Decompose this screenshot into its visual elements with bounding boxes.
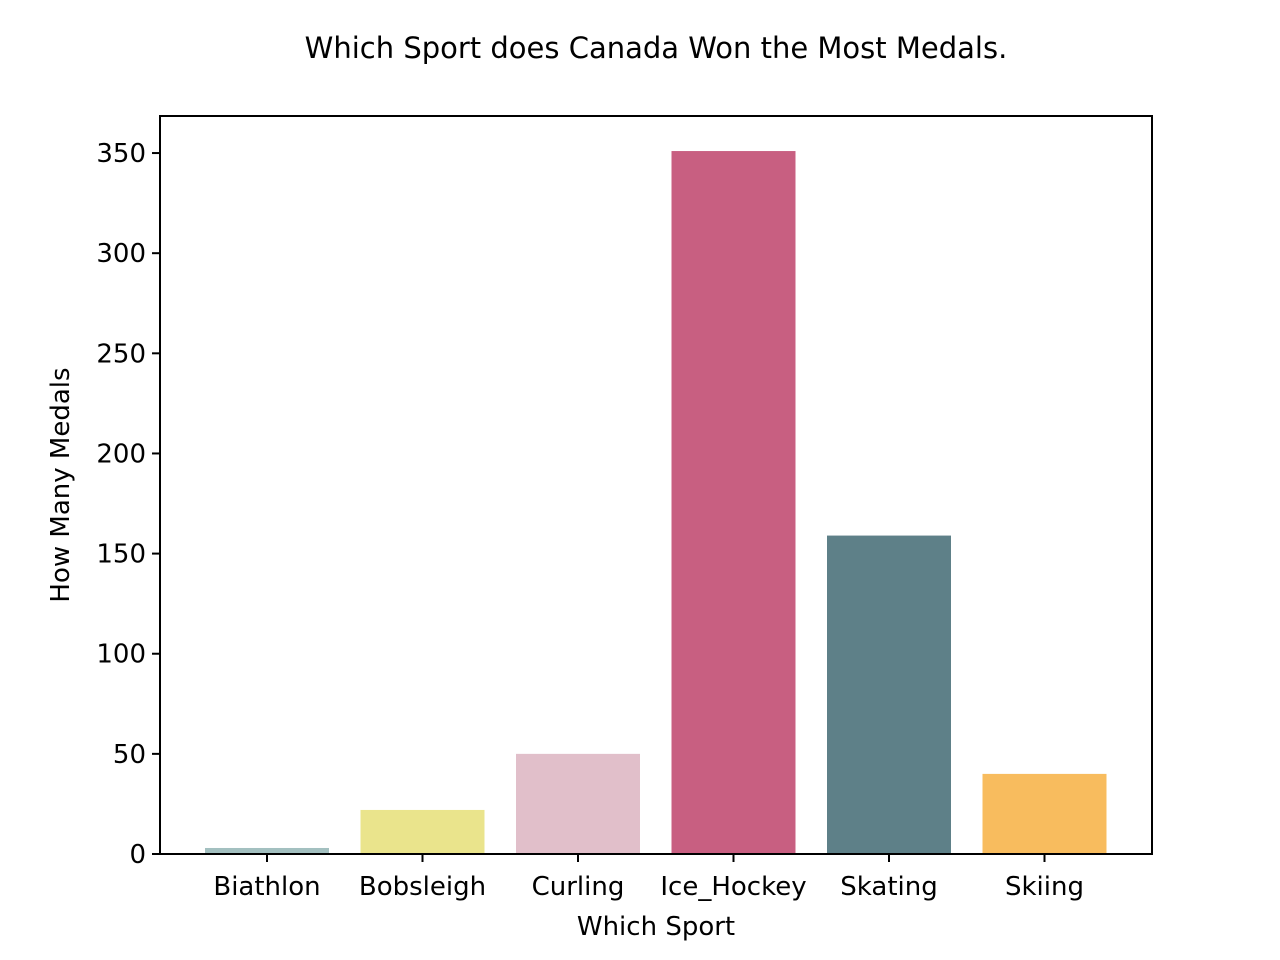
- x-tick-label: Bobsleigh: [359, 872, 486, 902]
- y-tick-label: 100: [96, 640, 146, 670]
- plot-frame: [159, 115, 1153, 855]
- y-tick-label: 200: [96, 439, 146, 469]
- bar-biathlon: [205, 847, 329, 854]
- y-tick-label: 350: [96, 139, 146, 169]
- y-tick-label: 0: [129, 840, 146, 870]
- chart-title: Which Sport does Canada Won the Most Med…: [305, 31, 1008, 65]
- x-tick-label: Biathlon: [213, 872, 320, 902]
- y-tick-label: 250: [96, 339, 146, 369]
- bars-layer: [205, 151, 1107, 855]
- x-axis: Biathlon Bobsleigh Curling Ice_Hockey Skatin…: [213, 854, 1084, 902]
- bar-bobsleigh: [360, 809, 485, 854]
- x-tick-label: Ice_Hockey: [660, 872, 806, 902]
- bar-ice-hockey: [671, 151, 796, 855]
- x-axis-label: Which Sport: [577, 912, 735, 942]
- y-axis: 0 50 100 150 200 250 300 350: [96, 139, 160, 870]
- y-tick-label: 150: [96, 540, 146, 570]
- bar-skiing: [982, 773, 1107, 854]
- y-tick-label: 300: [96, 239, 146, 269]
- y-tick-label: 50: [113, 740, 146, 770]
- x-tick-label: Curling: [532, 872, 625, 902]
- bar-curling: [516, 753, 640, 854]
- y-axis-label: How Many Medals: [46, 367, 76, 602]
- x-tick-label: Skiing: [1005, 872, 1084, 902]
- bar-skating: [827, 535, 951, 854]
- x-tick-label: Skating: [840, 872, 937, 902]
